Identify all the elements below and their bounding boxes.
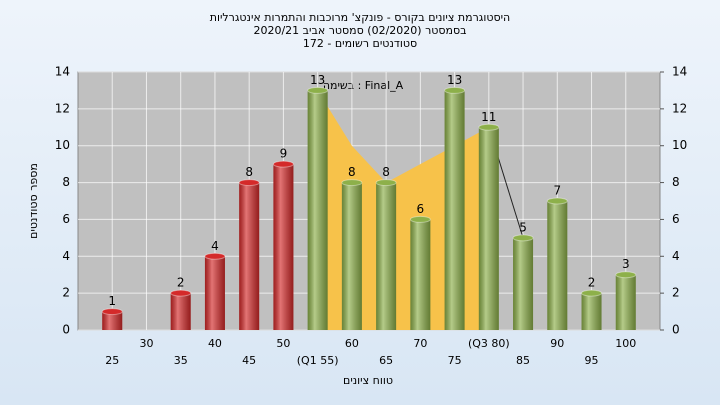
bar-shine <box>273 164 294 330</box>
chart-title: היסטוגרמת ציונים בקורס - פונקצ' מרוכבות … <box>210 11 511 24</box>
value-label: 7 <box>553 184 561 198</box>
bar-top <box>204 252 226 260</box>
bar-shine <box>239 182 260 330</box>
bar-shine <box>444 90 465 330</box>
x-tick-label: 60 <box>345 337 359 350</box>
y2-tick-label: 2 <box>672 286 680 300</box>
bar-shine <box>376 182 397 330</box>
x-tick-label: 90 <box>550 337 564 350</box>
bar-shine <box>513 237 534 330</box>
y-tick-label: 14 <box>55 65 70 79</box>
bar-top <box>307 86 329 94</box>
value-label: 9 <box>280 147 288 161</box>
x-tick-label: 65 <box>379 354 393 367</box>
bar-top <box>341 179 363 187</box>
bar-top <box>546 197 568 205</box>
x-tick-label: 75 <box>448 354 462 367</box>
y2-tick-label: 4 <box>672 249 680 263</box>
y-axis-label: מספר סטודנטים <box>27 163 40 239</box>
value-label: 8 <box>382 165 390 179</box>
bar-shine <box>170 293 191 330</box>
y-tick-label: 12 <box>55 101 70 115</box>
bar-top <box>444 86 466 94</box>
y-tick-label: 10 <box>55 138 70 152</box>
value-label: 2 <box>177 276 185 290</box>
y-tick-label: 4 <box>62 249 70 263</box>
value-label: 8 <box>245 165 253 179</box>
x-tick-label: 70 <box>413 337 427 350</box>
y2-tick-label: 14 <box>672 65 687 79</box>
x-tick-label: 25 <box>105 354 119 367</box>
y-tick-label: 0 <box>62 323 70 337</box>
y-tick-label: 6 <box>62 212 70 226</box>
y-tick-label: 8 <box>62 175 70 189</box>
y2-tick-label: 6 <box>672 212 680 226</box>
bar-top <box>478 123 500 131</box>
bar-top <box>581 289 603 297</box>
bar-shine <box>341 182 362 330</box>
bar-shine <box>478 127 499 331</box>
x-axis-label: טווח ציונים <box>343 374 393 387</box>
value-label: 2 <box>588 276 596 290</box>
chart-subtitle: סטודנטים רשומים - 172 <box>303 37 417 50</box>
x-tick-label: 95 <box>585 354 599 367</box>
bar-top <box>272 160 294 168</box>
y-tick-label: 2 <box>62 286 70 300</box>
x-tick-label: (Q3 80) <box>468 337 510 350</box>
y2-tick-label: 12 <box>672 101 687 115</box>
y2-tick-label: 10 <box>672 138 687 152</box>
bar-top <box>512 234 534 242</box>
bar-top <box>615 271 637 279</box>
value-label: 3 <box>622 257 630 271</box>
chart-subtitle: בסמסטר (02/2020) סמסטר אביב 2020/21 <box>253 24 466 37</box>
bar-top <box>238 179 260 187</box>
bar-top <box>375 179 397 187</box>
y2-tick-label: 8 <box>672 175 680 189</box>
x-tick-label: 30 <box>139 337 153 350</box>
x-tick-label: 40 <box>208 337 222 350</box>
bar-shine <box>204 256 225 330</box>
value-label: 11 <box>481 110 496 124</box>
x-tick-label: 50 <box>276 337 290 350</box>
value-label: 8 <box>348 165 356 179</box>
value-label: 13 <box>447 73 462 87</box>
value-label: 4 <box>211 239 219 253</box>
bar-shine <box>615 274 636 330</box>
bar-shine <box>581 293 602 330</box>
bar-top <box>101 308 123 316</box>
x-tick-label: (Q1 55) <box>297 354 339 367</box>
value-label: 1 <box>108 294 116 308</box>
bar-shine <box>547 201 568 330</box>
x-tick-label: 35 <box>174 354 188 367</box>
x-tick-label: 45 <box>242 354 256 367</box>
bar-top <box>170 289 192 297</box>
bar-shine <box>102 311 123 330</box>
x-tick-label: 100 <box>615 337 636 350</box>
y2-tick-label: 0 <box>672 323 680 337</box>
annotation: בשימה : Final_A <box>323 79 404 92</box>
value-label: 6 <box>417 202 425 216</box>
bar-top <box>409 215 431 223</box>
bar-shine <box>410 219 431 330</box>
value-label: 13 <box>310 73 325 87</box>
value-label: 5 <box>519 220 527 234</box>
bar-shine <box>307 90 328 330</box>
x-tick-label: 85 <box>516 354 530 367</box>
